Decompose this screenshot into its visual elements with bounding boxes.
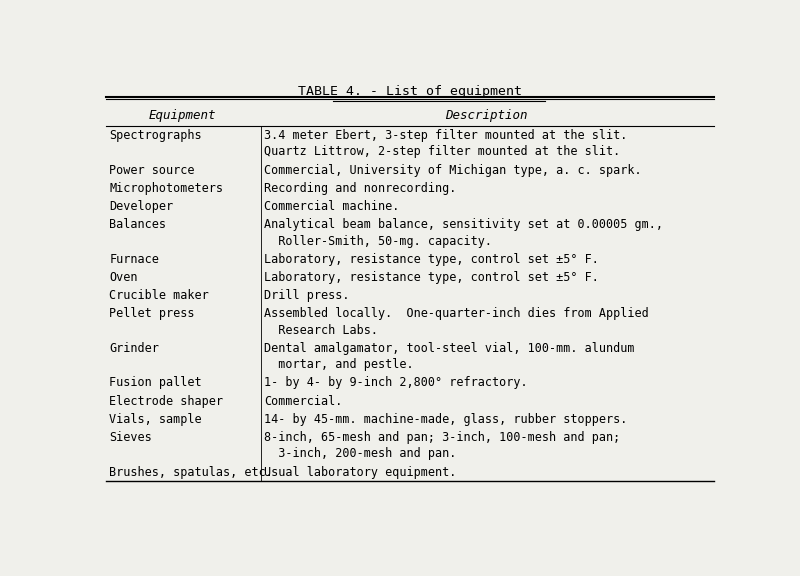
- Text: Recording and nonrecording.: Recording and nonrecording.: [264, 182, 457, 195]
- Text: Pellet press: Pellet press: [110, 307, 195, 320]
- Text: Usual laboratory equipment.: Usual laboratory equipment.: [264, 465, 457, 479]
- Text: Laboratory, resistance type, control set ±5° F.: Laboratory, resistance type, control set…: [264, 271, 599, 284]
- Text: 8-inch, 65-mesh and pan; 3-inch, 100-mesh and pan;: 8-inch, 65-mesh and pan; 3-inch, 100-mes…: [264, 431, 621, 444]
- Text: Furnace: Furnace: [110, 253, 159, 266]
- Text: 3-inch, 200-mesh and pan.: 3-inch, 200-mesh and pan.: [264, 448, 457, 460]
- Text: Vials, sample: Vials, sample: [110, 413, 202, 426]
- Text: Drill press.: Drill press.: [264, 289, 350, 302]
- Text: Commercial, University of Michigan type, a. c. spark.: Commercial, University of Michigan type,…: [264, 164, 642, 177]
- Text: Commercial machine.: Commercial machine.: [264, 200, 400, 213]
- Text: Microphotometers: Microphotometers: [110, 182, 223, 195]
- Text: Balances: Balances: [110, 218, 166, 231]
- Text: Quartz Littrow, 2-step filter mounted at the slit.: Quartz Littrow, 2-step filter mounted at…: [264, 145, 621, 158]
- Text: Commercial.: Commercial.: [264, 395, 342, 408]
- Text: Sieves: Sieves: [110, 431, 152, 444]
- Text: mortar, and pestle.: mortar, and pestle.: [264, 358, 414, 372]
- Text: Electrode shaper: Electrode shaper: [110, 395, 223, 408]
- Text: Description: Description: [445, 109, 527, 122]
- Text: Dental amalgamator, tool-steel vial, 100-mm. alundum: Dental amalgamator, tool-steel vial, 100…: [264, 342, 635, 355]
- Text: Spectrographs: Spectrographs: [110, 129, 202, 142]
- Text: Fusion pallet: Fusion pallet: [110, 377, 202, 389]
- Text: Equipment: Equipment: [149, 109, 216, 122]
- Text: Brushes, spatulas, etc.: Brushes, spatulas, etc.: [110, 465, 273, 479]
- Text: Power source: Power source: [110, 164, 195, 177]
- Text: Grinder: Grinder: [110, 342, 159, 355]
- Text: Crucible maker: Crucible maker: [110, 289, 209, 302]
- Text: Research Labs.: Research Labs.: [264, 324, 378, 337]
- Text: Laboratory, resistance type, control set ±5° F.: Laboratory, resistance type, control set…: [264, 253, 599, 266]
- Text: Oven: Oven: [110, 271, 138, 284]
- Text: TABLE 4. - List of equipment: TABLE 4. - List of equipment: [298, 85, 522, 98]
- Text: 14- by 45-mm. machine-made, glass, rubber stoppers.: 14- by 45-mm. machine-made, glass, rubbe…: [264, 413, 628, 426]
- Text: Assembled locally.  One-quarter-inch dies from Applied: Assembled locally. One-quarter-inch dies…: [264, 307, 649, 320]
- Text: Analytical beam balance, sensitivity set at 0.00005 gm.,: Analytical beam balance, sensitivity set…: [264, 218, 663, 231]
- Text: Developer: Developer: [110, 200, 174, 213]
- Text: 3.4 meter Ebert, 3-step filter mounted at the slit.: 3.4 meter Ebert, 3-step filter mounted a…: [264, 129, 628, 142]
- Text: Roller-Smith, 50-mg. capacity.: Roller-Smith, 50-mg. capacity.: [264, 234, 492, 248]
- Text: 1- by 4- by 9-inch 2,800° refractory.: 1- by 4- by 9-inch 2,800° refractory.: [264, 377, 528, 389]
